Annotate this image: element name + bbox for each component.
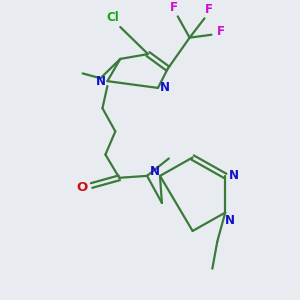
Text: N: N bbox=[95, 75, 106, 88]
Text: N: N bbox=[225, 214, 235, 227]
Text: N: N bbox=[150, 166, 160, 178]
Text: F: F bbox=[170, 1, 178, 14]
Text: F: F bbox=[217, 26, 225, 38]
Text: O: O bbox=[76, 181, 87, 194]
Text: Cl: Cl bbox=[106, 11, 119, 24]
Text: N: N bbox=[229, 169, 239, 182]
Text: F: F bbox=[205, 3, 212, 16]
Text: N: N bbox=[160, 81, 170, 94]
